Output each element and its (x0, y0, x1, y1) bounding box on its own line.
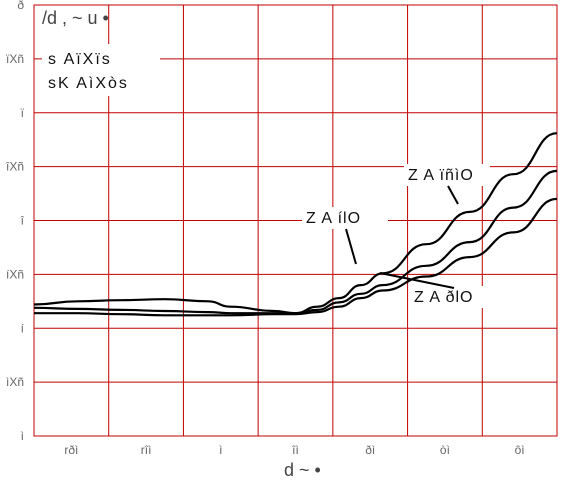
y-axis-title: /d , ~ u • (42, 8, 109, 28)
y-tick-label: ð (17, 0, 24, 12)
series-line-1 (33, 132, 558, 315)
series-label-1: Z A ïñìO (408, 167, 474, 184)
plot-frame (33, 4, 558, 437)
x-tick-label: îì (291, 443, 299, 457)
chart-ticks: rðì rîì ì îì ðì òì ôì ì ìXñ í íXñ î îXñ ï ïXñ ð (5, 0, 525, 457)
series-line-2 (33, 169, 558, 315)
series-label-3: Z A ðlO (414, 289, 473, 306)
x-axis-title: d ~ • (284, 460, 321, 480)
y-tick-label: íXñ (6, 267, 24, 281)
series-leader-line (345, 228, 357, 265)
series-label-2: Z A ílO (306, 210, 361, 227)
y-tick-label: ìXñ (6, 375, 24, 389)
series-label-background (302, 207, 388, 229)
x-tick-label: ôì (515, 443, 525, 457)
annotation-background (42, 44, 160, 96)
x-tick-label: rðì (64, 443, 78, 457)
chart-series (33, 132, 558, 317)
y-tick-label: ïXñ (6, 52, 24, 66)
x-tick-label: òì (440, 443, 450, 457)
y-tick-label: îXñ (5, 160, 24, 174)
series-leader-line (447, 185, 459, 205)
annotation-line-2: sK AìXòs (48, 75, 129, 92)
y-tick-label: í (21, 321, 25, 335)
series-labels: Z A ïñìO Z A ílO Z A ðlO (302, 164, 496, 308)
y-tick-label: î (20, 214, 25, 228)
x-tick-label: ðì (365, 443, 375, 457)
y-tick-label: ì (21, 429, 24, 443)
x-tick-label: ì (219, 443, 222, 457)
y-tick-label: ï (21, 106, 25, 120)
annotation-line-1: s AïXïs (48, 51, 112, 68)
series-line-3 (34, 197, 558, 317)
series-leader-line (379, 272, 455, 289)
series-label-background (410, 286, 496, 308)
x-tick-label: rîì (141, 443, 152, 457)
series-label-background (404, 164, 490, 186)
